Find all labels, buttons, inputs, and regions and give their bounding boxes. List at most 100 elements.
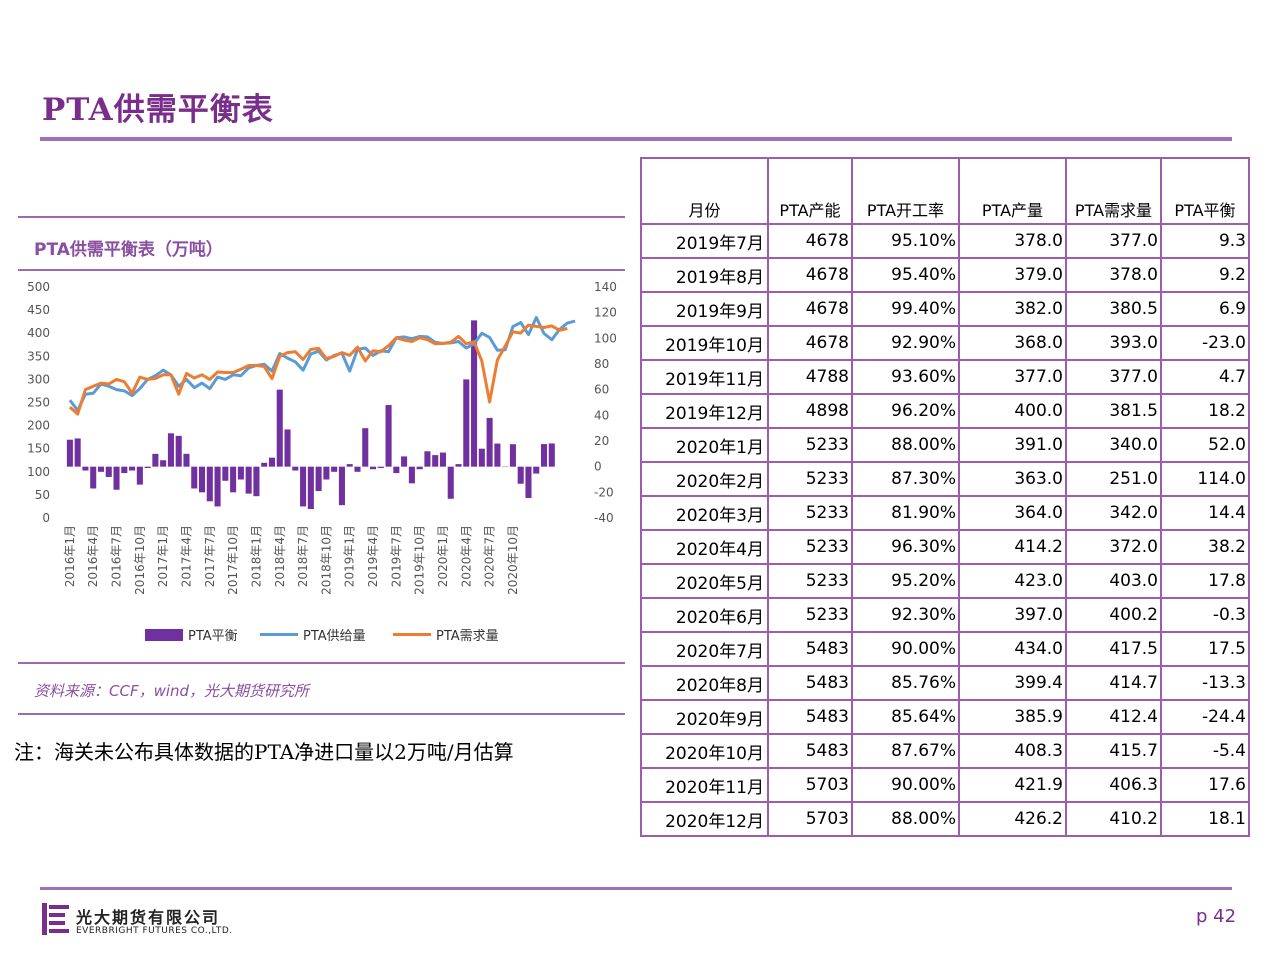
balance-bar: [517, 466, 524, 484]
balance-chart: 5004504003503002502001501005001401201008…: [27, 280, 617, 595]
table-cell: 372.0: [1065, 529, 1162, 565]
table-cell: 377.0: [1065, 223, 1162, 259]
table-cell: 378.0: [958, 223, 1067, 259]
balance-bar: [432, 455, 439, 467]
table-cell: 251.0: [1065, 461, 1162, 497]
balance-bar: [439, 452, 447, 467]
x-axis-tick-label: 2020年7月: [483, 525, 497, 587]
x-axis-tick-label: 2016年7月: [110, 525, 124, 587]
table-cell: 4.7: [1160, 359, 1250, 395]
balance-bar: [338, 466, 345, 506]
source-divider: [18, 713, 625, 715]
balance-bar: [424, 451, 431, 467]
balance-bar: [525, 466, 532, 498]
table-cell: 95.10%: [851, 223, 960, 259]
chart-title-divider: [18, 269, 625, 271]
balance-bar: [253, 466, 260, 497]
left-axis-tick-label: 0: [42, 511, 50, 525]
right-axis-tick-label: 0: [594, 460, 602, 474]
table-cell: 96.20%: [851, 393, 960, 429]
table-row: 2019年11月 4788 93.60% 377.0 377.0 4.7: [640, 359, 1250, 395]
right-axis-tick-label: -40: [594, 511, 614, 525]
table-row: 2020年1月 5233 88.00% 391.0 340.0 52.0: [640, 427, 1250, 463]
x-axis-tick-label: 2016年1月: [63, 525, 77, 587]
balance-bar: [509, 444, 516, 467]
table-cell: 410.2: [1065, 801, 1162, 837]
balance-bar: [447, 466, 454, 499]
balance-bar: [315, 466, 322, 492]
table-cell: 412.4: [1065, 699, 1162, 735]
table-row: 2020年2月 5233 87.30% 363.0 251.0 114.0: [640, 461, 1250, 497]
legend-demand-label: PTA需求量: [436, 629, 499, 644]
table-cell: 2020年8月: [640, 665, 769, 701]
table-cell: 2020年11月: [640, 767, 769, 803]
x-axis-tick-label: 2019年7月: [389, 525, 403, 587]
table-cell: 87.30%: [851, 461, 960, 497]
balance-bar: [323, 466, 330, 480]
table-row: 2019年12月 4898 96.20% 400.0 381.5 18.2: [640, 393, 1250, 429]
balance-bar: [129, 466, 136, 471]
table-cell: 340.0: [1065, 427, 1162, 463]
balance-bar: [463, 379, 470, 467]
table-cell: 2019年7月: [640, 223, 769, 259]
balance-bar: [198, 466, 206, 493]
left-axis-tick-label: 500: [27, 280, 50, 294]
table-cell: 5233: [767, 529, 853, 565]
x-axis-tick-label: 2018年4月: [273, 525, 287, 587]
table-cell: 382.0: [958, 291, 1067, 327]
col-utilization-header: PTA开工率: [851, 157, 960, 225]
table-cell: 92.90%: [851, 325, 960, 361]
table-cell: 426.2: [958, 801, 1067, 837]
table-cell: 408.3: [958, 733, 1067, 769]
balance-bar: [416, 466, 423, 470]
balance-bar: [183, 453, 190, 467]
x-axis-tick-label: 2019年10月: [413, 525, 427, 595]
table-row: 2020年3月 5233 81.90% 364.0 342.0 14.4: [640, 495, 1250, 531]
table-cell: 4678: [767, 325, 853, 361]
table-cell: 90.00%: [851, 767, 960, 803]
table-cell: 81.90%: [851, 495, 960, 531]
table-row: 2020年11月 5703 90.00% 421.9 406.3 17.6: [640, 767, 1250, 803]
balance-bar: [175, 435, 182, 467]
x-axis-tick-label: 2018年7月: [296, 525, 310, 587]
company-name-cn: 光大期货有限公司: [76, 908, 221, 927]
balance-bar: [245, 466, 252, 494]
legend-demand: PTA需求量: [393, 625, 499, 644]
table-cell: 377.0: [958, 359, 1067, 395]
balance-bar: [393, 466, 400, 474]
table-cell: 2020年12月: [640, 801, 769, 837]
company-name-en: EVERBRIGHT FUTURES CO.,LTD.: [76, 926, 233, 936]
table-cell: 363.0: [958, 461, 1067, 497]
x-axis-tick-label: 2020年1月: [436, 525, 450, 587]
table-cell: 95.20%: [851, 563, 960, 599]
table-cell: 5483: [767, 733, 853, 769]
table-cell: 2020年4月: [640, 529, 769, 565]
table-cell: 5233: [767, 563, 853, 599]
x-axis-tick-label: 2017年10月: [226, 525, 240, 595]
table-row: 2020年5月 5233 95.20% 423.0 403.0 17.8: [640, 563, 1250, 599]
table-cell: 4898: [767, 393, 853, 429]
table-cell: 423.0: [958, 563, 1067, 599]
table-row: 2019年10月 4678 92.90% 368.0 393.0 -23.0: [640, 325, 1250, 361]
table-cell: 17.8: [1160, 563, 1250, 599]
left-axis-tick-label: 350: [27, 349, 50, 363]
balance-bar: [268, 457, 276, 467]
col-output-header: PTA产量: [958, 157, 1067, 225]
table-cell: 400.2: [1065, 597, 1162, 633]
x-axis-tick-label: 2019年1月: [343, 525, 357, 587]
table-row: 2020年9月 5483 85.64% 385.9 412.4 -24.4: [640, 699, 1250, 735]
table-cell: 5703: [767, 801, 853, 837]
table-cell: 5233: [767, 461, 853, 497]
x-axis-tick-label: 2016年10月: [133, 525, 147, 595]
balance-table: 月份 PTA产能 PTA开工率 PTA产量 PTA需求量 PTA平衡 2019年…: [640, 157, 1250, 837]
left-axis-tick-label: 450: [27, 303, 50, 317]
table-cell: 2020年3月: [640, 495, 769, 531]
table-cell: 5483: [767, 631, 853, 667]
table-cell: 4678: [767, 291, 853, 327]
balance-bar: [261, 462, 268, 467]
left-axis-tick-label: 100: [27, 465, 50, 479]
table-cell: 5233: [767, 427, 853, 463]
balance-bar: [307, 466, 314, 510]
table-row: 2019年8月 4678 95.40% 379.0 378.0 9.2: [640, 257, 1250, 293]
right-axis-tick-label: 140: [594, 280, 617, 294]
